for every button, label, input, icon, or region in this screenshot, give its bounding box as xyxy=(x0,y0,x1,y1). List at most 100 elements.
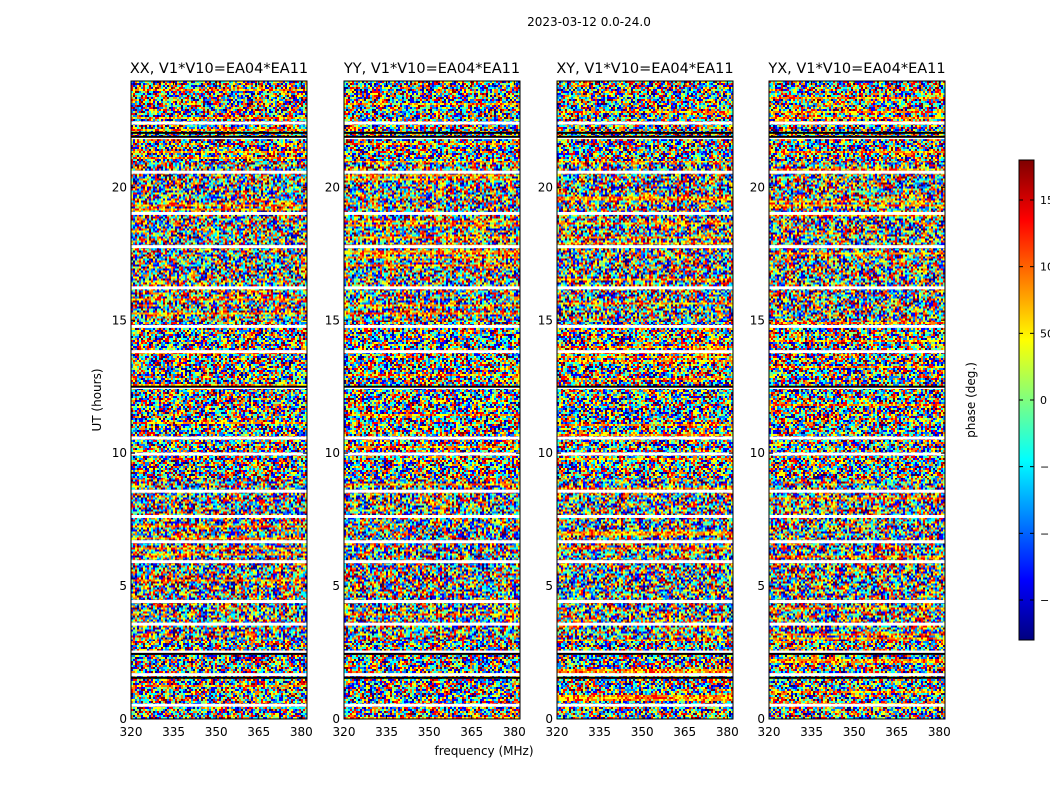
time-gap xyxy=(344,673,520,677)
time-gap xyxy=(769,622,945,626)
y-tick-label: 5 xyxy=(119,579,127,593)
time-gap xyxy=(557,286,733,290)
time-gap xyxy=(557,673,733,677)
colorbar: 150 100 50 0 −50 −100 −150 phase (deg.) xyxy=(964,159,1050,641)
time-gap xyxy=(344,324,520,328)
flagged-row xyxy=(557,652,733,655)
x-tick-label: 335 xyxy=(162,725,185,739)
y-tick-label: 20 xyxy=(750,180,765,194)
time-gap xyxy=(344,286,520,290)
time-gap xyxy=(344,703,520,707)
time-gap xyxy=(769,350,945,354)
axes-frame xyxy=(343,80,521,720)
panel-title: YY, V1*V10=EA04*EA11 xyxy=(343,61,520,77)
time-gap xyxy=(131,436,307,440)
y-tick-label: 10 xyxy=(325,446,340,460)
panel-title: YX, V1*V10=EA04*EA11 xyxy=(767,61,945,77)
time-gap xyxy=(769,514,945,518)
y-tick-label: 0 xyxy=(545,712,553,726)
figure-title: 2023-03-12 0.0-24.0 xyxy=(527,15,651,29)
axes-frame xyxy=(556,80,734,720)
time-gap xyxy=(769,560,945,564)
axes-frame xyxy=(130,80,308,720)
y-axis-label: UT (hours) xyxy=(90,368,104,431)
colorbar-tick-label: 100 xyxy=(1040,261,1050,274)
time-gap xyxy=(131,211,307,215)
flagged-row xyxy=(344,676,520,679)
flagged-row xyxy=(131,135,307,138)
flagged-row xyxy=(557,135,733,138)
time-gap xyxy=(131,514,307,518)
phase-heatmap xyxy=(344,81,520,719)
time-gap xyxy=(131,452,307,456)
x-tick-label: 365 xyxy=(460,725,483,739)
x-tick-label: 320 xyxy=(333,725,356,739)
flagged-row xyxy=(344,385,520,388)
x-tick-label: 365 xyxy=(247,725,270,739)
time-gap xyxy=(131,650,307,654)
x-tick-label: 350 xyxy=(205,725,228,739)
time-gap xyxy=(769,703,945,707)
time-gap xyxy=(557,170,733,174)
time-gap xyxy=(769,211,945,215)
time-gap xyxy=(557,245,733,249)
time-gap xyxy=(769,121,945,125)
x-tick-label: 335 xyxy=(375,725,398,739)
phase-heatmap xyxy=(557,81,733,719)
x-tick-label: 335 xyxy=(588,725,611,739)
flagged-row xyxy=(769,385,945,388)
panel-3: XY, V1*V10=EA04*EA11 320 335 350 365 380 0 5 10 1… xyxy=(538,61,739,739)
time-gap xyxy=(769,452,945,456)
time-gap xyxy=(557,350,733,354)
flagged-row xyxy=(131,652,307,655)
time-gap xyxy=(769,245,945,249)
time-gap xyxy=(557,452,733,456)
time-gap xyxy=(557,560,733,564)
time-gap xyxy=(131,703,307,707)
y-tick-label: 5 xyxy=(545,579,553,593)
time-gap xyxy=(557,324,733,328)
colorbar-ticks: 150 100 50 0 −50 −100 −150 xyxy=(1019,194,1050,607)
y-tick-label: 0 xyxy=(332,712,340,726)
x-tick-label: 335 xyxy=(800,725,823,739)
flagged-row xyxy=(557,131,733,134)
colorbar-label: phase (deg.) xyxy=(964,362,978,438)
y-tick-label: 20 xyxy=(325,180,340,194)
flagged-row xyxy=(344,135,520,138)
time-gap xyxy=(131,540,307,544)
time-gap xyxy=(344,436,520,440)
x-tick-label: 350 xyxy=(843,725,866,739)
time-gap xyxy=(557,514,733,518)
phase-heatmap xyxy=(769,81,945,719)
x-tick-label: 320 xyxy=(758,725,781,739)
x-tick-label: 380 xyxy=(716,725,739,739)
flagged-row xyxy=(344,131,520,134)
x-tick-label: 365 xyxy=(885,725,908,739)
time-gap xyxy=(344,600,520,604)
flagged-row xyxy=(131,676,307,679)
time-gap xyxy=(131,324,307,328)
panel-title: XY, V1*V10=EA04*EA11 xyxy=(556,61,733,77)
time-gap xyxy=(769,286,945,290)
time-gap xyxy=(769,540,945,544)
time-gap xyxy=(131,560,307,564)
flagged-row xyxy=(769,676,945,679)
y-tick-label: 10 xyxy=(750,446,765,460)
x-tick-label: 380 xyxy=(928,725,951,739)
time-gap xyxy=(131,673,307,677)
y-tick-label: 5 xyxy=(332,579,340,593)
time-gap xyxy=(344,489,520,493)
y-tick-label: 20 xyxy=(112,180,127,194)
panel-2: YY, V1*V10=EA04*EA11 320 335 350 365 380 0 5 10 1… xyxy=(325,61,534,758)
time-gap xyxy=(344,350,520,354)
time-gap xyxy=(557,703,733,707)
time-gap xyxy=(557,436,733,440)
time-gap xyxy=(769,436,945,440)
time-gap xyxy=(769,324,945,328)
flagged-row xyxy=(557,385,733,388)
y-tick-label: 0 xyxy=(119,712,127,726)
panel-1: XX, V1*V10=EA04*EA11 320 335 350 365 380 0 5 10 1… xyxy=(90,61,313,739)
panel-title: XX, V1*V10=EA04*EA11 xyxy=(130,61,308,77)
time-gap xyxy=(557,121,733,125)
time-gap xyxy=(557,489,733,493)
